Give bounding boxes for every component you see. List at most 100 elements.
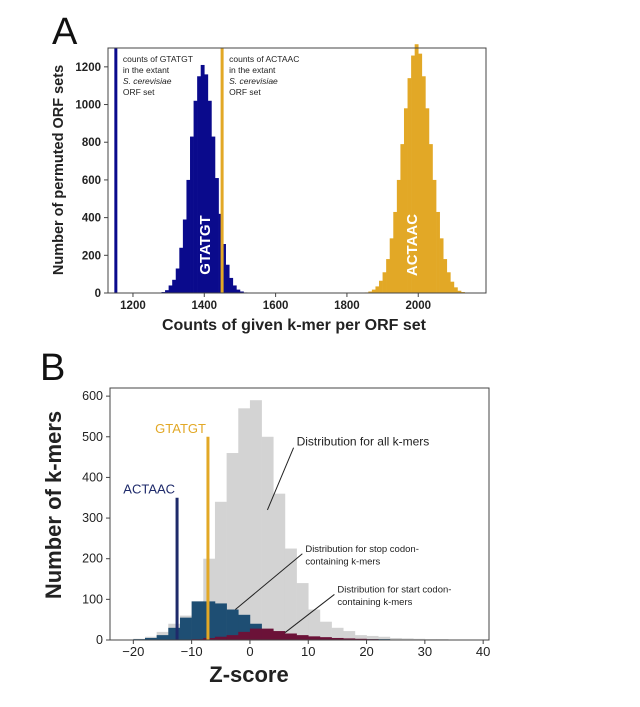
histogram-bar-gtatgt (175, 268, 180, 293)
histogram-bar-actaac (382, 272, 387, 293)
histogram-bar-actaac (421, 76, 426, 294)
histogram-bar-gtatgt (229, 277, 234, 293)
histogram-bar-start-kmers (331, 637, 344, 640)
panel-a: A Number of permuted ORF sets Counts of … (51, 11, 487, 334)
histogram-bar-all-kmers (401, 638, 414, 640)
x-tick-label-b: −10 (181, 644, 203, 659)
reference-line-label: in the extant (123, 65, 170, 75)
histogram-bar-start-kmers (354, 638, 367, 640)
histogram-bar-actaac (407, 78, 412, 294)
plot-frame-a (107, 47, 487, 294)
histogram-bar-actaac (400, 144, 405, 293)
histogram-bar-gtatgt (193, 100, 198, 294)
y-tick-label-b: 100 (82, 592, 103, 606)
x-axis-label-b: Z-score (209, 662, 288, 687)
histogram-bar-all-kmers (331, 627, 344, 640)
x-tick-label-b: 10 (301, 644, 315, 659)
histogram-bar-all-kmers (389, 637, 402, 640)
y-tick-label-a: 1200 (75, 62, 101, 74)
histogram-bar-actaac (450, 281, 455, 293)
annotation-text: Distribution for start codon- (337, 584, 451, 595)
histogram-bar-gtatgt (186, 179, 191, 293)
annotation-leader-line (284, 594, 335, 634)
x-tick-label-b: −20 (122, 644, 144, 659)
histogram-bar-gtatgt (179, 247, 184, 293)
x-tick-label-a: 2000 (405, 300, 431, 312)
histogram-bar-gtatgt (207, 100, 212, 294)
y-tick-label-a: 200 (82, 250, 101, 262)
reference-line-label: counts of GTATGT (123, 54, 193, 64)
x-tick-label-a: 1400 (191, 300, 217, 312)
y-axis-label-b: Number of k-mers (41, 411, 66, 599)
annotation-text: Distribution for all k-mers (297, 435, 430, 449)
histogram-bar-gtatgt (211, 136, 216, 293)
x-tick-label-b: 30 (418, 644, 432, 659)
histogram-bar-gtatgt (200, 64, 205, 293)
histogram-bar-start-kmers (238, 631, 251, 640)
y-tick-label-a: 0 (95, 288, 101, 300)
histogram-bar-all-kmers (308, 609, 321, 640)
y-tick-label-b: 400 (82, 470, 103, 484)
y-tick-label-a: 400 (82, 213, 101, 225)
histogram-bar-actaac (414, 44, 419, 293)
reference-line-label: ORF set (229, 87, 261, 97)
x-tick-label-b: 0 (246, 644, 253, 659)
histogram-bar-stop-kmers (214, 603, 227, 640)
histogram-bar-stop-kmers (144, 637, 157, 640)
annotation-text: containing k-mers (305, 556, 380, 567)
histogram-bar-actaac (396, 179, 401, 293)
histogram-bar-actaac (379, 280, 383, 293)
histogram-bar-all-kmers (238, 408, 251, 640)
histogram-bar-gtatgt (239, 291, 244, 293)
reference-line-label: ORF set (123, 87, 155, 97)
panel-label-a: A (52, 11, 78, 53)
histogram-bar-start-kmers (319, 637, 332, 640)
bar-label-gtatgt: GTATGT (197, 215, 214, 274)
histogram-bar-gtatgt (218, 213, 223, 293)
histogram-bar-actaac (371, 289, 376, 293)
histogram-bar-all-kmers (296, 583, 309, 640)
annotation-leader-line (235, 553, 303, 610)
histogram-bar-actaac (368, 291, 373, 293)
histogram-bar-actaac (443, 259, 448, 293)
histogram-bar-stop-kmers (238, 614, 251, 640)
histogram-bar-actaac (393, 211, 398, 293)
histogram-bar-start-kmers (261, 628, 274, 640)
histogram-bar-start-kmers (249, 628, 262, 640)
histogram-bar-actaac (432, 179, 437, 293)
histogram-bar-actaac (453, 287, 458, 293)
histogram-bar-actaac (411, 55, 415, 294)
histogram-bar-all-kmers (273, 493, 286, 640)
histogram-bar-actaac (389, 238, 394, 293)
histogram-bar-all-kmers (366, 635, 379, 640)
y-tick-label-b: 200 (82, 552, 103, 566)
plot-area-b: ACTAAC GTATGT Distribution for all k-mers D… (82, 387, 490, 659)
histogram-bar-start-kmers (284, 633, 297, 640)
histogram-bar-gtatgt (197, 76, 202, 294)
histogram-bar-gtatgt (222, 244, 226, 293)
histogram-bar-gtatgt (232, 285, 237, 293)
histogram-bar-actaac (386, 259, 391, 293)
histogram-bar-gtatgt (168, 285, 173, 293)
histogram-bar-gtatgt (172, 279, 177, 293)
x-tick-label-a: 1800 (334, 300, 360, 312)
histogram-bar-all-kmers (319, 621, 332, 640)
bar-label-actaac: ACTAAC (404, 214, 421, 276)
x-axis-label-a: Counts of given k-mer per ORF set (162, 317, 427, 334)
histogram-bar-gtatgt (165, 290, 169, 293)
reference-line-label: counts of ACTAAC (229, 54, 299, 64)
annotation-text: containing k-mers (337, 597, 412, 608)
histogram-bar-all-kmers (354, 635, 367, 640)
histogram-bar-all-kmers (249, 400, 262, 640)
histogram-bar-all-kmers (226, 453, 239, 640)
y-tick-label-b: 600 (82, 389, 103, 403)
x-tick-label-b: 40 (476, 644, 490, 659)
y-tick-label-a: 1000 (75, 100, 101, 112)
histogram-bar-actaac (446, 272, 451, 293)
histogram-bar-actaac (439, 238, 444, 293)
y-tick-label-a: 800 (82, 137, 101, 149)
histogram-bar-actaac (457, 290, 462, 293)
histogram-bar-start-kmers (214, 636, 227, 640)
histogram-bar-actaac (418, 53, 423, 294)
